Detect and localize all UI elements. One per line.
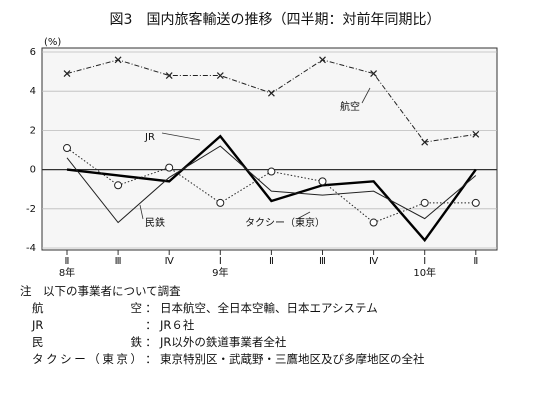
marker <box>216 198 225 207</box>
x-tick-label: Ⅲ <box>115 256 122 267</box>
series-label: 航空 <box>340 100 360 113</box>
marker <box>63 144 71 153</box>
marker <box>420 198 429 207</box>
y-tick-label: 0 <box>30 165 36 176</box>
note-text: JR以外の鉄道事業者全社 <box>160 335 287 349</box>
marker <box>318 177 327 186</box>
label-pointer <box>361 87 371 104</box>
y-tick-label: -2 <box>26 204 36 215</box>
note-row: タクシー（東京）：東京特別区・武蔵野・三鷹地区及び多摩地区の全社 <box>32 351 540 368</box>
label-pointer <box>161 132 201 141</box>
notes-head: 注 以下の事業者について調査 <box>20 283 540 300</box>
marker <box>471 198 480 207</box>
year-label: 8年 <box>59 266 75 279</box>
note-label: タクシー（東京） <box>32 352 142 366</box>
separator: ： <box>145 318 157 332</box>
label-pointer <box>296 211 311 220</box>
year-label: 10年 <box>413 266 436 279</box>
y-tick-label: 4 <box>30 86 36 97</box>
marker <box>319 56 326 64</box>
note-row: JR ： JR６社 <box>32 317 540 334</box>
year-label: 9年 <box>212 266 228 279</box>
label-pointer <box>139 204 144 220</box>
marker <box>165 163 174 172</box>
y-tick-label: -4 <box>26 243 36 254</box>
marker <box>370 70 378 77</box>
separator: ： <box>145 335 157 349</box>
y-tick-label: 2 <box>30 125 36 136</box>
x-tick-label: Ⅰ <box>423 256 426 267</box>
note-label: JR <box>32 318 44 332</box>
marker <box>114 181 123 190</box>
series-line <box>66 134 477 243</box>
marker <box>472 130 480 138</box>
marker <box>216 72 224 79</box>
note-label: 航空 <box>32 301 142 315</box>
note-text: 東京特別区・武蔵野・三鷹地区及び多摩地区の全社 <box>160 352 425 366</box>
notes-intro: 以下の事業者について調査 <box>43 284 181 298</box>
series-label: JR <box>144 132 155 143</box>
series-label: タクシー（東京） <box>245 216 325 229</box>
marker <box>421 138 429 146</box>
y-unit: (%) <box>44 37 61 48</box>
marker <box>114 56 122 64</box>
x-tick-label: Ⅱ <box>269 256 274 267</box>
chart-title: 図3 国内旅客輸送の推移（四半期：対前年同期比） <box>110 11 441 28</box>
separator: ： <box>145 301 157 315</box>
chart: 図3 国内旅客輸送の推移（四半期：対前年同期比） (%) -4-20246Ⅱ8年… <box>26 11 498 279</box>
x-tick-label: Ⅳ <box>165 256 175 267</box>
y-tick-label: 6 <box>30 47 36 58</box>
x-tick-label: Ⅱ <box>473 256 478 267</box>
x-tick-label: Ⅲ <box>319 256 326 267</box>
note-row: 航空：日本航空、全日本空輸、日本エアシステム <box>32 300 540 317</box>
separator: ： <box>145 352 157 366</box>
notes-heading: 注 <box>20 284 32 298</box>
note-row: 民鉄： JR以外の鉄道事業者全社 <box>32 334 540 351</box>
notes: 注 以下の事業者について調査 航空：日本航空、全日本空輸、日本エアシステム JR：… <box>20 283 540 368</box>
marker <box>267 89 275 97</box>
marker <box>165 72 173 79</box>
marker <box>369 218 378 227</box>
note-text: JR６社 <box>160 318 195 332</box>
series-label: 民鉄 <box>145 216 165 229</box>
marker <box>63 70 71 77</box>
x-tick-label: Ⅰ <box>219 256 222 267</box>
note-text: 日本航空、全日本空輸、日本エアシステム <box>160 301 378 315</box>
x-tick-label: Ⅳ <box>369 256 379 267</box>
marker <box>267 167 276 176</box>
note-label: 民鉄 <box>32 335 142 349</box>
x-tick-label: Ⅱ <box>65 256 70 267</box>
